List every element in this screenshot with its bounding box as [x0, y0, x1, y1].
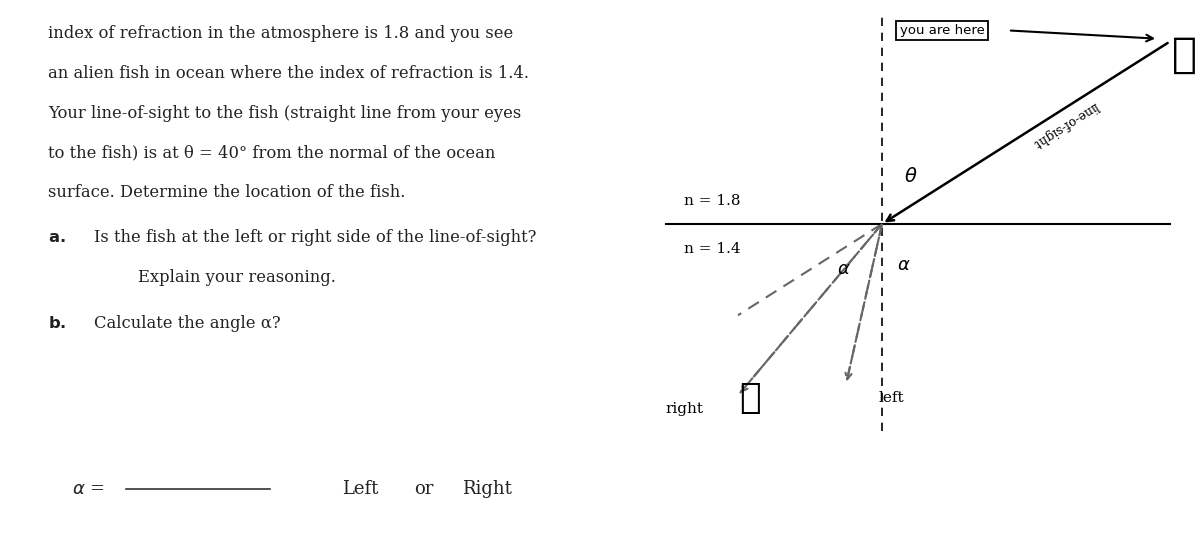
Text: to the fish) is at θ = 40° from the normal of the ocean: to the fish) is at θ = 40° from the norm… [48, 144, 496, 161]
Text: line-of-sight: line-of-sight [1031, 99, 1100, 150]
Text: or: or [414, 481, 433, 498]
Text: Is the fish at the left or right side of the line-of-sight?: Is the fish at the left or right side of… [94, 229, 536, 247]
Text: index of refraction in the atmosphere is 1.8 and you see: index of refraction in the atmosphere is… [48, 25, 514, 42]
Text: $\theta$: $\theta$ [904, 168, 917, 186]
Text: surface. Determine the location of the fish.: surface. Determine the location of the f… [48, 184, 406, 201]
Text: an alien fish in ocean where the index of refraction is 1.4.: an alien fish in ocean where the index o… [48, 65, 529, 82]
Text: Right: Right [462, 481, 512, 498]
Text: you are here: you are here [900, 24, 984, 37]
Text: 🐡: 🐡 [739, 381, 761, 415]
Text: Your line-of-sight to the fish (straight line from your eyes: Your line-of-sight to the fish (straight… [48, 105, 521, 122]
Text: left: left [878, 391, 905, 405]
Text: n = 1.4: n = 1.4 [684, 242, 740, 256]
Text: Left: Left [342, 481, 378, 498]
Text: Calculate the angle α?: Calculate the angle α? [94, 315, 281, 332]
Text: $\mathbf{a.}$: $\mathbf{a.}$ [48, 229, 66, 247]
Text: $\alpha$: $\alpha$ [836, 260, 851, 278]
Text: $\alpha$: $\alpha$ [896, 257, 911, 274]
Text: $\alpha$ =: $\alpha$ = [72, 481, 104, 498]
Text: Explain your reasoning.: Explain your reasoning. [138, 269, 336, 286]
Text: 🤿: 🤿 [1172, 34, 1196, 76]
Text: $\mathbf{b.}$: $\mathbf{b.}$ [48, 315, 66, 332]
Text: n = 1.8: n = 1.8 [684, 194, 740, 208]
Text: right: right [665, 402, 703, 416]
